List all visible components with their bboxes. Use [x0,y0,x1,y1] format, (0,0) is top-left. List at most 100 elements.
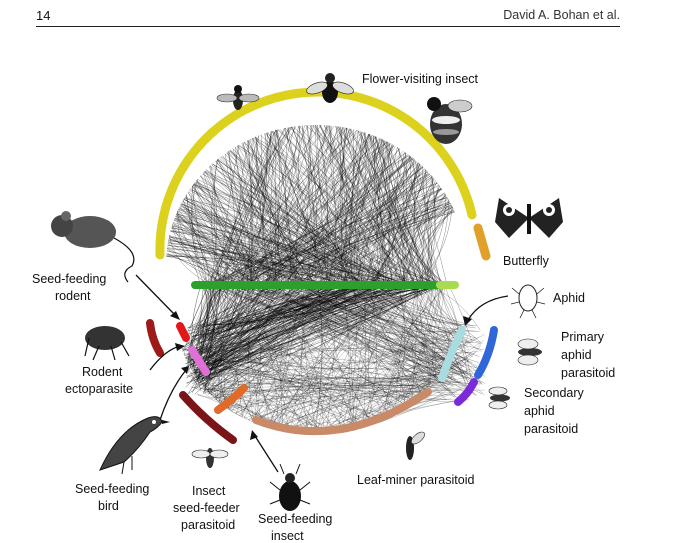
link-line [228,284,427,390]
link-line [247,140,283,286]
link-line [265,284,449,363]
link-line [277,284,457,398]
link-line [172,223,228,286]
link-line [204,284,222,394]
link-line [284,128,362,286]
link-line [203,339,415,401]
link-line [335,163,420,286]
link-line [325,284,338,435]
link-line [350,284,369,432]
link-line [203,172,262,286]
link-line [280,284,387,432]
link-line [180,203,442,286]
link-line [272,130,292,286]
link-line [183,353,460,370]
link-line [249,284,436,378]
link-line [253,284,483,395]
link-line [181,348,447,400]
link-line [284,139,383,286]
link-line [334,125,437,286]
link-line [385,284,437,377]
link-line [422,177,434,286]
link-line [239,127,346,286]
link-line [394,284,475,384]
link-line [410,284,468,391]
link-line [358,284,473,376]
link-line [265,284,323,436]
link-line [336,337,476,434]
link-line [251,284,425,422]
link-line [206,169,354,286]
link-line [369,134,427,286]
link-line [271,131,387,286]
link-line [217,159,382,286]
link-line [192,184,252,286]
link-line [248,139,253,286]
link-line [292,126,441,286]
link-line [196,370,210,393]
link-line [290,193,446,286]
link-line [208,284,307,374]
link-line [170,231,359,286]
hoverfly-icon [216,85,260,110]
link-line [301,133,369,286]
link-line [189,189,443,286]
link-line [186,193,208,286]
link-line [187,284,222,373]
link-line [281,284,486,377]
link-line [376,162,419,286]
link-line [362,284,367,429]
link-line [222,202,451,286]
link-line [194,182,303,286]
link-line [381,139,428,286]
link-line [214,386,451,398]
link-line [187,325,204,364]
link-line [258,175,432,286]
link-line [276,129,337,286]
link-line [241,284,335,417]
link-line [275,130,349,286]
link-line [263,284,290,433]
link-line [369,134,425,286]
link-line [260,166,424,286]
link-line [410,205,453,286]
seed-feeder-parasitoid-icon [191,448,229,468]
link-line [364,132,416,286]
link-line [268,284,392,429]
link-line [212,284,465,368]
link-line [338,126,434,286]
link-line [239,131,272,286]
link-line [192,284,436,372]
link-line [207,284,312,436]
link-line [226,284,295,408]
link-line [199,284,378,424]
link-line [428,366,453,389]
link-line [199,175,410,286]
link-line [385,284,439,420]
link-line [192,284,221,393]
link-line [205,284,326,435]
link-line [206,143,391,286]
link-line [314,124,417,286]
link-line [175,214,282,286]
link-line [302,381,448,435]
link-line [277,124,315,286]
link-line [170,230,353,286]
link-line [405,180,436,286]
link-line [174,217,278,286]
link-line [179,206,230,286]
link-line [204,284,210,327]
link-line [393,163,420,286]
link-line [208,284,217,345]
link-line [425,169,430,286]
link-line [313,284,323,436]
link-line [222,284,277,405]
arc-aphid [438,326,466,382]
link-line [290,126,431,286]
link-line [368,284,440,427]
link-line [392,328,455,416]
link-line [320,124,446,286]
link-line [415,175,436,286]
link-line [342,284,431,384]
link-line [382,185,440,286]
